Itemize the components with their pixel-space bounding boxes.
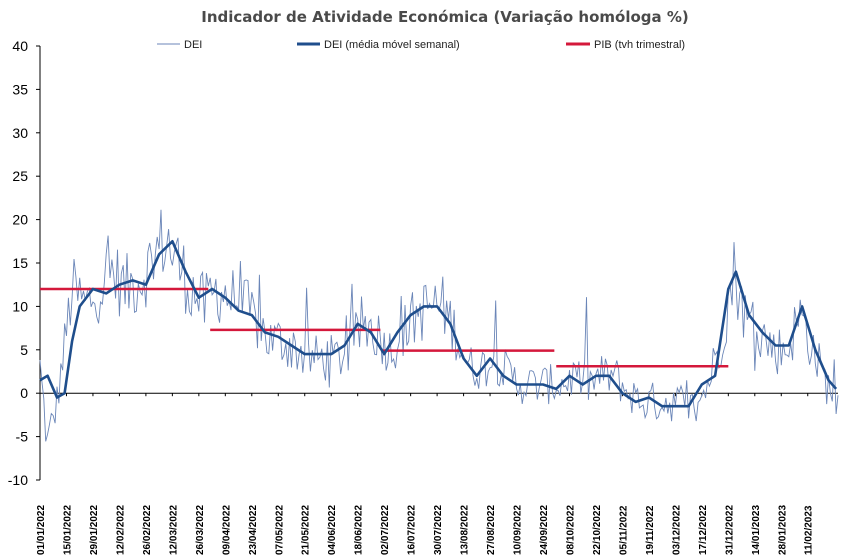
x-tick-label: 21/05/2022: [301, 505, 312, 555]
y-tick-label: 25: [12, 168, 28, 184]
series-dei-line: [39, 209, 839, 442]
x-tick-label: 19/11/2022: [645, 505, 656, 555]
x-tick-label: 17/12/2022: [698, 505, 709, 555]
x-tick-label: 26/02/2022: [142, 505, 153, 555]
y-tick-label: 20: [12, 212, 28, 228]
y-axis: 40 35 30 25 20 15 10 5 0 -5 -10: [8, 38, 41, 488]
x-axis: 01/01/2022 15/01/2022 29/01/2022 12/02/2022…: [36, 392, 838, 555]
x-tick-label: 16/07/2022: [407, 505, 418, 555]
x-tick-label: 14/01/2023: [751, 505, 762, 555]
y-tick-label: 15: [12, 255, 28, 271]
legend: DEI DEI (média móvel semanal) PIB (tvh t…: [157, 39, 685, 51]
y-tick-label: 40: [12, 38, 28, 54]
x-tick-label: 07/05/2022: [274, 505, 285, 555]
x-tick-label: 29/01/2022: [89, 505, 100, 555]
x-tick-label: 24/09/2022: [539, 505, 550, 555]
x-tick-label: 05/11/2022: [618, 505, 629, 555]
x-tick-label: 11/02/2023: [804, 505, 815, 555]
x-tick-label: 13/08/2022: [460, 505, 471, 555]
x-tick-label: 08/10/2022: [565, 505, 576, 555]
y-tick-label: 0: [20, 385, 28, 401]
x-tick-label: 12/03/2022: [168, 505, 179, 555]
legend-label-dei-mm: DEI (média móvel semanal): [324, 39, 460, 51]
y-tick-label: 5: [20, 342, 28, 358]
x-tick-label: 02/07/2022: [380, 505, 391, 555]
series-dei-mm-line: [39, 240, 838, 408]
x-tick-label: 09/04/2022: [221, 505, 232, 555]
x-tick-label: 27/08/2022: [486, 505, 497, 555]
x-tick-label: 31/12/2022: [724, 505, 735, 555]
y-tick-label: -10: [8, 472, 28, 488]
x-tick-label: 01/01/2022: [36, 505, 47, 555]
y-tick-label: -5: [16, 429, 29, 445]
x-tick-label: 12/02/2022: [115, 505, 126, 555]
legend-item-dei-mm: DEI (média móvel semanal): [297, 39, 460, 51]
y-tick-label: 30: [12, 125, 28, 141]
legend-label-pib: PIB (tvh trimestral): [594, 39, 685, 51]
x-tick-label: 03/12/2022: [671, 505, 682, 555]
x-tick-label: 04/06/2022: [327, 505, 338, 555]
y-tick-label: 35: [12, 81, 28, 97]
plot-area: [39, 209, 839, 442]
x-tick-label: 28/01/2023: [777, 505, 788, 555]
x-tick-label: 30/07/2022: [433, 505, 444, 555]
y-tick-label: 10: [12, 298, 28, 314]
x-tick-label: 15/01/2022: [62, 505, 73, 555]
legend-item-pib: PIB (tvh trimestral): [566, 39, 685, 51]
legend-item-dei: DEI: [157, 39, 202, 51]
x-tick-label: 26/03/2022: [195, 505, 206, 555]
legend-label-dei: DEI: [184, 39, 202, 51]
chart-title: Indicador de Atividade Económica (Variaç…: [201, 8, 689, 26]
x-tick-label: 23/04/2022: [248, 505, 259, 555]
x-tick-label: 22/10/2022: [592, 505, 603, 555]
x-tick-label: 10/09/2022: [513, 505, 524, 555]
x-tick-label: 18/06/2022: [354, 505, 365, 555]
